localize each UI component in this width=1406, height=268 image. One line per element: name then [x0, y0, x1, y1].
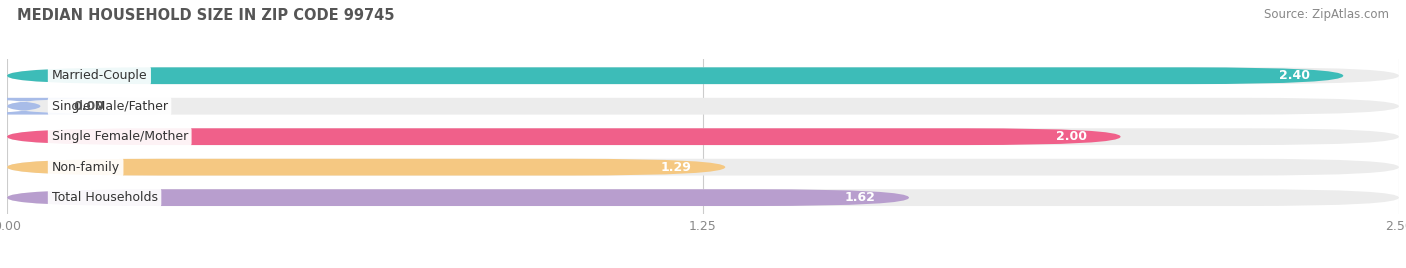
FancyBboxPatch shape: [7, 128, 1121, 145]
FancyBboxPatch shape: [7, 159, 725, 176]
Text: Source: ZipAtlas.com: Source: ZipAtlas.com: [1264, 8, 1389, 21]
FancyBboxPatch shape: [0, 98, 160, 115]
Text: 2.00: 2.00: [1056, 130, 1087, 143]
Text: MEDIAN HOUSEHOLD SIZE IN ZIP CODE 99745: MEDIAN HOUSEHOLD SIZE IN ZIP CODE 99745: [17, 8, 394, 23]
Text: Single Male/Father: Single Male/Father: [52, 100, 167, 113]
Text: 1.62: 1.62: [845, 191, 876, 204]
Text: Total Households: Total Households: [52, 191, 157, 204]
Text: Single Female/Mother: Single Female/Mother: [52, 130, 188, 143]
Text: 0.00: 0.00: [75, 100, 105, 113]
Text: 2.40: 2.40: [1279, 69, 1310, 82]
FancyBboxPatch shape: [7, 189, 910, 206]
Text: Non-family: Non-family: [52, 161, 120, 174]
FancyBboxPatch shape: [7, 128, 1399, 145]
FancyBboxPatch shape: [7, 189, 1399, 206]
Text: Married-Couple: Married-Couple: [52, 69, 148, 82]
FancyBboxPatch shape: [7, 98, 1399, 115]
FancyBboxPatch shape: [7, 67, 1399, 84]
FancyBboxPatch shape: [7, 67, 1343, 84]
FancyBboxPatch shape: [7, 159, 1399, 176]
Text: 1.29: 1.29: [661, 161, 692, 174]
